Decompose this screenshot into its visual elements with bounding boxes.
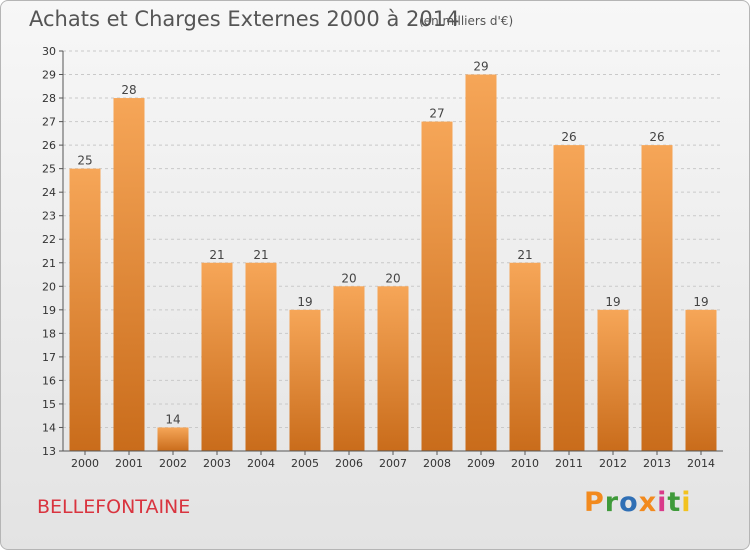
bar-2003[interactable] <box>201 262 233 451</box>
data-label: 20 <box>385 271 400 285</box>
logo-letter: i <box>657 487 668 518</box>
x-tick-label: 2010 <box>511 457 539 470</box>
x-tick-label: 2005 <box>291 457 319 470</box>
chart-unit: (en milliers d'€) <box>419 14 514 28</box>
y-tick-label: 30 <box>42 45 56 58</box>
x-tick-label: 2009 <box>467 457 495 470</box>
bar-2006[interactable] <box>333 286 365 451</box>
data-label: 21 <box>209 248 224 262</box>
x-tick-label: 2006 <box>335 457 363 470</box>
data-labels: 25 28 14 21 21 19 20 20 27 29 21 26 19 26 19 <box>77 60 708 427</box>
data-label: 19 <box>297 295 312 309</box>
bar-2004[interactable] <box>245 262 277 451</box>
x-tick-label: 2013 <box>643 457 671 470</box>
logo-letter: o <box>619 487 639 518</box>
data-label: 21 <box>253 248 268 262</box>
bar-2012[interactable] <box>597 309 629 451</box>
y-tick-label: 14 <box>42 421 56 434</box>
y-tick-label: 15 <box>42 398 56 411</box>
logo-letter: P <box>584 487 605 518</box>
data-label: 26 <box>561 130 576 144</box>
y-tick-label: 28 <box>42 92 56 105</box>
bar-2002[interactable] <box>157 427 189 451</box>
y-tick-label: 25 <box>42 163 56 176</box>
bar-2013[interactable] <box>641 145 673 451</box>
bar-2001[interactable] <box>113 98 145 451</box>
y-tick-label: 23 <box>42 210 56 223</box>
city-name: BELLEFONTAINE <box>37 496 191 518</box>
data-label: 14 <box>165 412 180 426</box>
data-label: 20 <box>341 271 356 285</box>
x-tick-labels: 2000 2001 2002 2003 2004 2005 2006 2007 2008 2009… <box>71 457 715 470</box>
data-label: 19 <box>605 295 620 309</box>
y-tick-label: 20 <box>42 280 56 293</box>
bar-2000[interactable] <box>69 168 101 451</box>
x-tick-label: 2012 <box>599 457 627 470</box>
x-tick-label: 2002 <box>159 457 187 470</box>
y-tick-label: 13 <box>42 445 56 458</box>
y-tick-label: 27 <box>42 116 56 129</box>
data-label: 27 <box>429 107 444 121</box>
data-label: 28 <box>121 83 136 97</box>
y-tick-label: 22 <box>42 233 56 246</box>
proxiti-logo[interactable]: Proxiti <box>584 487 692 518</box>
axes <box>62 51 723 455</box>
x-tick-label: 2007 <box>379 457 407 470</box>
data-label: 21 <box>517 248 532 262</box>
y-tick-label: 29 <box>42 69 56 82</box>
y-tick-label: 19 <box>42 304 56 317</box>
logo-letter: t <box>667 487 682 518</box>
x-tick-label: 2001 <box>115 457 143 470</box>
y-tick-label: 24 <box>42 186 56 199</box>
y-tick-label: 16 <box>42 374 56 387</box>
y-tick-label: 18 <box>42 327 56 340</box>
x-tick-label: 2008 <box>423 457 451 470</box>
data-label: 19 <box>693 295 708 309</box>
logo-letter: r <box>604 487 620 518</box>
x-tick-label: 2003 <box>203 457 231 470</box>
bar-2010[interactable] <box>509 262 541 451</box>
logo-letter: i <box>681 487 692 518</box>
bar-2011[interactable] <box>553 145 585 451</box>
y-tick-label: 21 <box>42 257 56 270</box>
chart-title: Achats et Charges Externes 2000 à 2014 <box>29 7 460 31</box>
x-tick-label: 2000 <box>71 457 99 470</box>
data-label: 26 <box>649 130 664 144</box>
bar-2008[interactable] <box>421 121 453 452</box>
x-tick-label: 2011 <box>555 457 583 470</box>
y-tick-label: 17 <box>42 351 56 364</box>
data-label: 25 <box>77 154 92 168</box>
x-tick-label: 2014 <box>687 457 715 470</box>
logo-letter: x <box>638 487 658 518</box>
data-label: 29 <box>473 60 488 74</box>
bar-2007[interactable] <box>377 286 409 451</box>
bar-2009[interactable] <box>465 74 497 451</box>
bar-2005[interactable] <box>289 309 321 451</box>
bar-2014[interactable] <box>685 309 717 451</box>
bars <box>69 74 717 452</box>
y-tick-labels: 13 14 15 16 17 18 19 20 21 22 23 24 25 26 27 28 29 30 <box>42 45 56 458</box>
x-tick-label: 2004 <box>247 457 275 470</box>
y-tick-label: 26 <box>42 139 56 152</box>
